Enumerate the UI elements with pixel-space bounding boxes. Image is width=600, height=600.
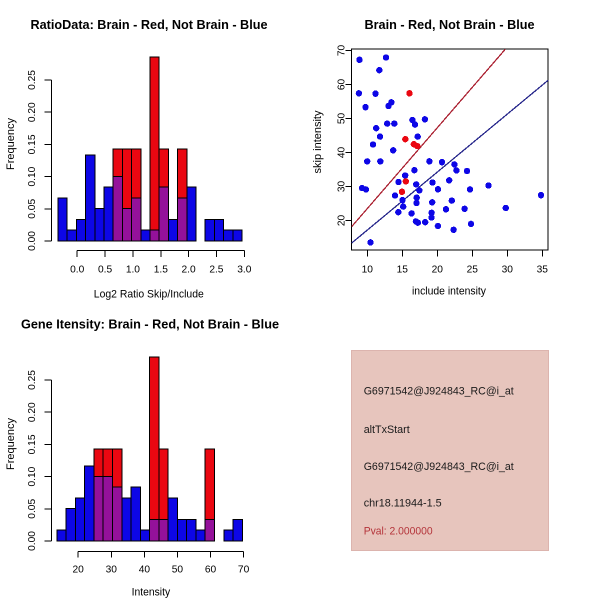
svg-text:40: 40 (139, 564, 151, 575)
svg-text:0.0: 0.0 (70, 264, 84, 275)
svg-text:Frequency: Frequency (5, 117, 17, 170)
svg-text:2.5: 2.5 (209, 264, 223, 275)
svg-text:15: 15 (397, 264, 409, 275)
svg-text:1.0: 1.0 (126, 264, 140, 275)
svg-text:skip intensity: skip intensity (312, 110, 324, 174)
svg-text:0.05: 0.05 (27, 199, 38, 219)
svg-text:0.10: 0.10 (27, 466, 38, 486)
svg-text:20: 20 (432, 264, 444, 275)
svg-text:10: 10 (362, 264, 374, 275)
svg-text:Pval: 2.000000: Pval: 2.000000 (364, 526, 433, 538)
svg-text:70: 70 (238, 564, 250, 575)
svg-text:30: 30 (336, 181, 347, 193)
svg-text:25: 25 (467, 264, 479, 275)
svg-text:0.05: 0.05 (27, 499, 38, 519)
svg-text:50: 50 (172, 564, 184, 575)
svg-text:G6971542@J924843_RC@i_at: G6971542@J924843_RC@i_at (364, 386, 515, 398)
svg-text:20: 20 (336, 215, 347, 227)
svg-text:Log2 Ratio Skip/Include: Log2 Ratio Skip/Include (94, 289, 204, 301)
svg-text:50: 50 (336, 113, 347, 125)
svg-text:0.20: 0.20 (27, 402, 38, 422)
svg-text:0.20: 0.20 (27, 102, 38, 122)
svg-text:30: 30 (502, 264, 514, 275)
svg-text:Brain - Red, Not Brain - Blue: Brain - Red, Not Brain - Blue (365, 18, 535, 32)
svg-text:0.25: 0.25 (27, 70, 38, 90)
svg-text:20: 20 (73, 564, 85, 575)
svg-text:60: 60 (205, 564, 217, 575)
svg-text:Frequency: Frequency (5, 417, 17, 470)
svg-text:chr18.11944-1.5: chr18.11944-1.5 (364, 498, 442, 510)
svg-text:30: 30 (106, 564, 118, 575)
svg-text:include intensity: include intensity (412, 286, 487, 298)
svg-text:0.15: 0.15 (27, 134, 38, 154)
svg-text:70: 70 (336, 45, 347, 57)
svg-text:60: 60 (336, 79, 347, 91)
svg-text:0.15: 0.15 (27, 434, 38, 454)
svg-text:3.0: 3.0 (237, 264, 251, 275)
svg-text:G6971542@J924843_RC@i_at: G6971542@J924843_RC@i_at (364, 461, 515, 473)
svg-text:0.10: 0.10 (27, 166, 38, 186)
svg-text:2.0: 2.0 (182, 264, 196, 275)
svg-text:0.00: 0.00 (27, 531, 38, 551)
svg-text:Intensity: Intensity (132, 586, 171, 598)
svg-text:altTxStart: altTxStart (364, 424, 411, 436)
svg-text:RatioData: Brain - Red, Not Br: RatioData: Brain - Red, Not Brain - Blue (31, 18, 268, 32)
svg-text:1.5: 1.5 (154, 264, 168, 275)
svg-text:0.25: 0.25 (27, 370, 38, 390)
svg-text:0.00: 0.00 (27, 231, 38, 251)
svg-text:35: 35 (537, 264, 549, 275)
svg-text:40: 40 (336, 147, 347, 159)
svg-text:0.5: 0.5 (98, 264, 112, 275)
svg-text:Gene Itensity: Brain - Red, No: Gene Itensity: Brain - Red, Not Brain - … (21, 318, 279, 332)
